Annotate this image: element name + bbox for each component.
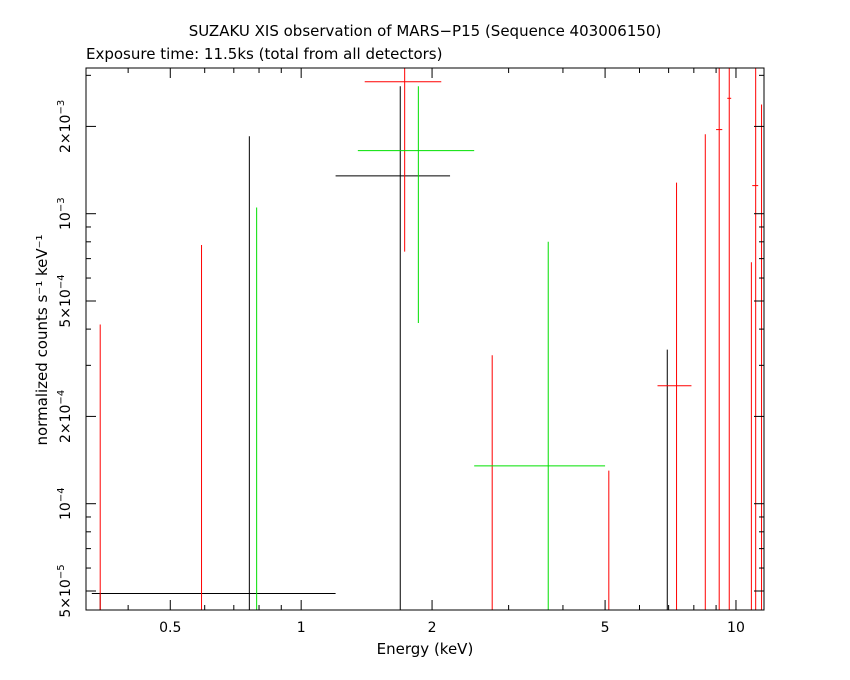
y-tick-label: 2×10−4 bbox=[56, 390, 74, 443]
chart-title: SUZAKU XIS observation of MARS−P15 (Sequ… bbox=[188, 22, 662, 40]
y-tick-label: 5×10−5 bbox=[56, 564, 74, 617]
x-tick-label: 10 bbox=[727, 620, 745, 636]
y-tick-label: 2×10−3 bbox=[56, 100, 74, 153]
data-layer bbox=[91, 68, 763, 610]
x-tick-label: 2 bbox=[428, 620, 437, 636]
x-tick-label: 0.5 bbox=[159, 620, 181, 636]
plot-frame bbox=[85, 67, 765, 611]
y-tick-label: 10−4 bbox=[56, 487, 74, 520]
x-axis-label: Energy (keV) bbox=[376, 640, 474, 658]
tick-layer: 0.5 1 2 5 10 5×10−5 10−4 2×10−4 5×10−4 10−3 2×10−3 bbox=[56, 68, 764, 636]
x-tick-label: 1 bbox=[297, 620, 306, 636]
x-tick-label: 5 bbox=[601, 620, 610, 636]
y-tick-label: 10−3 bbox=[56, 197, 74, 230]
chart-subtitle: Exposure time: 11.5ks (total from all de… bbox=[86, 45, 443, 63]
y-tick-label: 5×10−4 bbox=[56, 274, 74, 327]
